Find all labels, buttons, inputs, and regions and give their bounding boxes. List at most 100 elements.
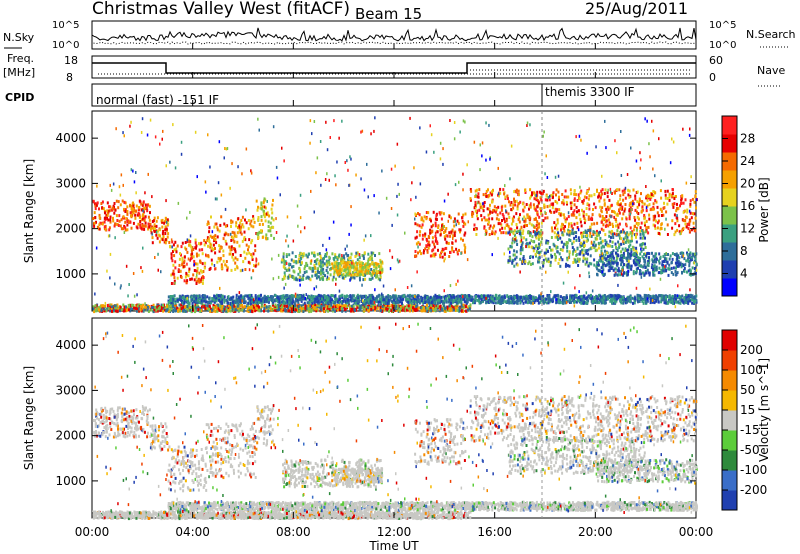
range-cell bbox=[286, 268, 289, 272]
range-cell bbox=[370, 306, 373, 310]
range-cell bbox=[593, 258, 596, 262]
range-cell bbox=[448, 255, 451, 258]
range-cell bbox=[587, 229, 590, 232]
range-cell bbox=[345, 252, 348, 256]
range-cell bbox=[522, 229, 525, 233]
range-cell bbox=[695, 252, 698, 256]
range-cell bbox=[316, 258, 319, 262]
range-cell bbox=[528, 203, 531, 207]
range-cell bbox=[589, 228, 592, 232]
range-cell bbox=[487, 222, 490, 226]
range-cell bbox=[661, 260, 664, 264]
range-cell bbox=[589, 247, 592, 251]
range-cell bbox=[540, 221, 543, 225]
range-cell bbox=[428, 303, 431, 307]
range-cell bbox=[603, 272, 606, 276]
range-cell bbox=[241, 239, 244, 243]
range-cell bbox=[156, 309, 159, 313]
range-cell bbox=[95, 307, 98, 311]
range-cell bbox=[313, 251, 316, 255]
range-cell bbox=[124, 309, 127, 313]
range-cell bbox=[454, 309, 457, 312]
range-cell bbox=[349, 267, 352, 271]
range-cell bbox=[162, 303, 165, 307]
range-cell bbox=[183, 308, 186, 312]
range-cell bbox=[645, 194, 648, 198]
range-cell bbox=[542, 219, 545, 223]
range-cell bbox=[673, 233, 676, 237]
range-cell bbox=[649, 197, 652, 201]
range-cell bbox=[333, 268, 336, 272]
range-cell bbox=[657, 214, 660, 218]
range-cell bbox=[581, 251, 584, 255]
range-cell bbox=[572, 232, 575, 236]
range-cell bbox=[536, 250, 539, 254]
range-cell bbox=[518, 232, 521, 235]
range-cell bbox=[536, 190, 539, 194]
range-cell bbox=[608, 198, 611, 202]
range-cell bbox=[560, 240, 563, 244]
range-cell bbox=[629, 202, 632, 205]
range-cell bbox=[313, 254, 316, 257]
range-cell bbox=[676, 202, 678, 206]
range-cell bbox=[502, 214, 505, 218]
range-cell bbox=[640, 272, 643, 276]
range-cell bbox=[433, 245, 436, 249]
range-cell bbox=[107, 209, 110, 213]
range-cell bbox=[520, 243, 523, 247]
range-cell bbox=[195, 306, 198, 310]
range-cell bbox=[189, 240, 192, 244]
range-cell bbox=[126, 212, 129, 216]
range-cell bbox=[637, 300, 639, 304]
range-cell bbox=[664, 193, 667, 197]
range-cell bbox=[689, 273, 692, 277]
range-cell bbox=[618, 222, 621, 226]
range-cell bbox=[654, 191, 656, 195]
range-cell bbox=[353, 265, 356, 269]
range-cell bbox=[334, 305, 337, 309]
range-cell bbox=[211, 308, 214, 312]
range-cell bbox=[252, 308, 255, 312]
range-cell bbox=[638, 197, 641, 201]
range-cell bbox=[380, 309, 383, 313]
range-cell bbox=[637, 259, 640, 263]
range-cell bbox=[439, 255, 442, 259]
range-cell bbox=[474, 189, 477, 193]
range-cell bbox=[212, 243, 215, 247]
range-cell bbox=[356, 305, 359, 309]
range-cell bbox=[236, 266, 239, 270]
range-cell bbox=[370, 251, 373, 255]
range-cell bbox=[239, 227, 242, 231]
range-cell bbox=[512, 253, 515, 257]
range-cell bbox=[688, 264, 691, 268]
range-cell bbox=[361, 254, 364, 257]
range-cell bbox=[247, 248, 249, 252]
range-cell bbox=[337, 269, 340, 273]
range-cell bbox=[246, 307, 249, 311]
range-cell bbox=[361, 304, 364, 308]
range-cell bbox=[146, 308, 149, 312]
range-cell bbox=[331, 252, 334, 256]
range-cell bbox=[542, 189, 545, 193]
range-cell bbox=[98, 213, 101, 217]
range-cell bbox=[373, 303, 376, 307]
range-cell bbox=[346, 263, 349, 267]
range-cell bbox=[463, 233, 466, 237]
range-cell bbox=[433, 242, 436, 246]
range-cell bbox=[187, 308, 190, 312]
range-cell bbox=[376, 274, 379, 278]
range-cell bbox=[437, 226, 440, 229]
range-cell bbox=[531, 235, 534, 239]
range-cell bbox=[356, 270, 359, 274]
range-cell bbox=[345, 273, 348, 276]
range-cell bbox=[575, 260, 578, 264]
range-cell bbox=[554, 207, 557, 211]
range-cell bbox=[514, 203, 516, 207]
range-cell bbox=[287, 306, 289, 310]
range-cell bbox=[531, 193, 533, 197]
range-cell bbox=[573, 192, 576, 196]
range-cell bbox=[459, 228, 462, 232]
range-cell bbox=[599, 241, 602, 245]
range-cell bbox=[543, 203, 546, 207]
range-cell bbox=[439, 233, 442, 237]
